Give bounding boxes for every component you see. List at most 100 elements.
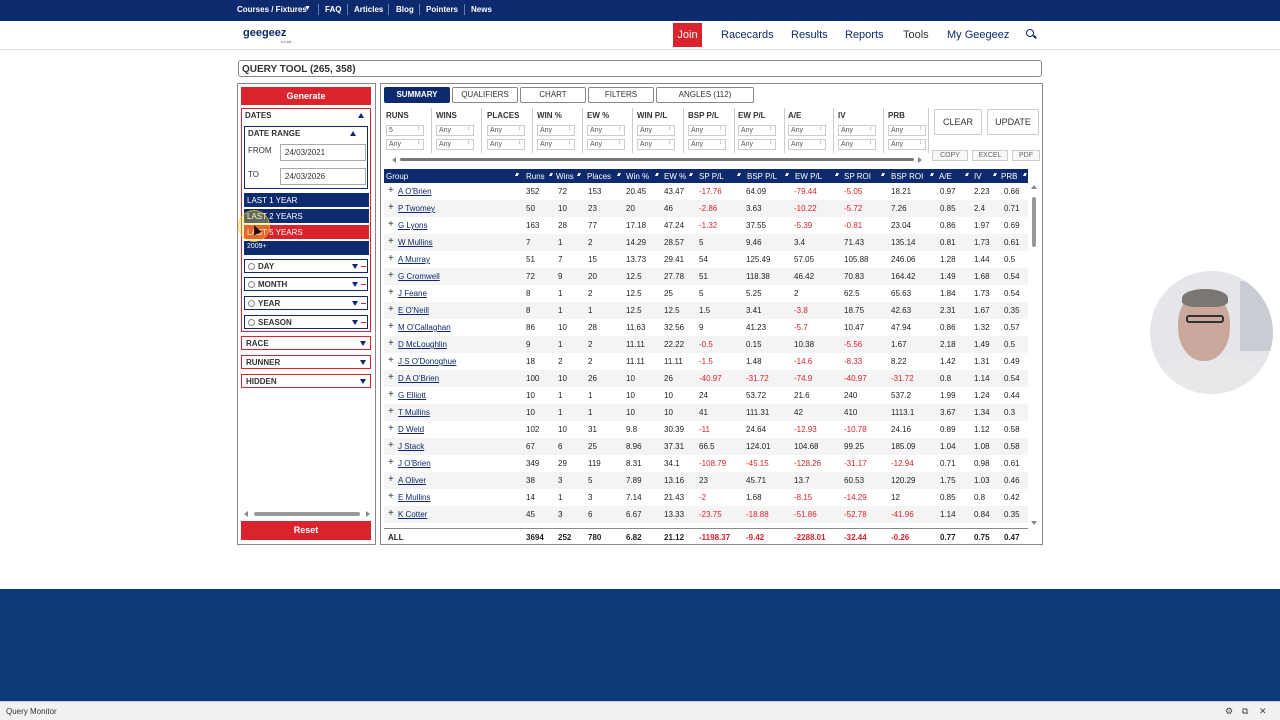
trainer-link[interactable]: G Lyons [398, 221, 428, 230]
generate-button[interactable]: Generate [241, 87, 371, 105]
topnav-pointers[interactable]: Pointers [426, 5, 459, 14]
last-1-year-button[interactable]: LAST 1 YEAR [244, 193, 369, 207]
expand-row-icon[interactable]: + [388, 287, 394, 298]
column-header-prb[interactable]: PRB [1001, 172, 1018, 181]
filter-places-min[interactable]: Any [487, 125, 525, 136]
column-header-win[interactable]: Win % [626, 172, 650, 181]
topnav-articles[interactable]: Articles [354, 5, 384, 14]
table-row[interactable]: + J O'Brien 349 29 119 8.31 34.1 -108.79 -45.15 -… [384, 455, 1028, 472]
table-row[interactable]: + D Weld 102 10 31 9.8 30.39 -11 24.64 -12.93 -10.… [384, 421, 1028, 438]
sort-icon[interactable]: ▲▼ [784, 172, 790, 178]
expand-row-icon[interactable]: + [388, 491, 394, 502]
tab-summary[interactable]: SUMMARY [384, 87, 450, 103]
popout-icon[interactable]: ⧉ [1242, 706, 1249, 716]
filter-win-p-l-max[interactable]: Any [637, 139, 675, 150]
filter-ew-max[interactable]: Any [587, 139, 625, 150]
excel-button[interactable]: EXCEL [972, 150, 1008, 161]
table-row[interactable]: + D A O'Brien 100 10 26 10 26 -40.97 -31.72 -74.9… [384, 370, 1028, 387]
sort-icon[interactable]: ▲▼ [616, 172, 622, 178]
table-row[interactable]: + K Cotter 45 3 6 6.67 13.33 -23.75 -18.88 -51.86… [384, 506, 1028, 523]
from-date-input[interactable]: 24/03/2021 [280, 144, 366, 161]
to-date-input[interactable]: 24/03/2026 [280, 168, 366, 185]
table-row[interactable]: + J S O'Donoghue 18 2 2 11.11 11.11 -1.5 1.48 -14… [384, 353, 1028, 370]
sort-icon[interactable]: ▲▼ [654, 172, 660, 178]
filter-wins-max[interactable]: Any [436, 139, 474, 150]
column-header-places[interactable]: Places [587, 172, 612, 181]
scroll-up-icon[interactable] [1031, 185, 1037, 189]
trainer-link[interactable]: K Cotter [398, 510, 428, 519]
chevron-down-icon[interactable] [352, 320, 358, 325]
filter-win-max[interactable]: Any [537, 139, 575, 150]
trainer-link[interactable]: G Cromwell [398, 272, 440, 281]
copy-button[interactable]: COPY [932, 150, 968, 161]
trainer-link[interactable]: A Oliver [398, 476, 427, 485]
filter-ew-p-l-min[interactable]: Any [738, 125, 776, 136]
table-row[interactable]: + W Mullins 7 1 2 14.29 28.57 5 9.46 3.4 71.43 135.… [384, 234, 1028, 251]
scroll-thumb[interactable] [254, 512, 360, 516]
filter-runs-max[interactable]: Any [386, 139, 424, 150]
trainer-link[interactable]: A Murray [398, 255, 431, 264]
column-header-wins[interactable]: Wins [556, 172, 574, 181]
topnav-faq[interactable]: FAQ [325, 5, 342, 14]
column-header-bsp-p-l[interactable]: BSP P/L [747, 172, 778, 181]
month-dropdown[interactable]: MONTH [244, 277, 368, 291]
dates-label[interactable]: DATES [245, 111, 272, 120]
table-row[interactable]: + G Elliott 10 1 1 10 10 24 53.72 21.6 240 537.2 1.9… [384, 387, 1028, 404]
sort-icon[interactable]: ▲▼ [548, 172, 554, 178]
reset-button[interactable]: Reset [241, 521, 371, 540]
topnav-news[interactable]: News [471, 5, 492, 14]
column-header-iv[interactable]: IV [974, 172, 982, 181]
trainer-link[interactable]: E Mullins [398, 493, 431, 502]
scroll-thumb[interactable] [400, 158, 914, 161]
trainer-link[interactable]: G Elliott [398, 391, 427, 400]
table-row[interactable]: + G Lyons 163 28 77 17.18 47.24 -1.32 37.55 -5.39… [384, 217, 1028, 234]
trainer-link[interactable]: D Weld [398, 425, 425, 434]
table-row[interactable]: + E O'Neill 8 1 1 12.5 12.5 1.5 3.41 -3.8 18.75 42.… [384, 302, 1028, 319]
scroll-right-icon[interactable] [918, 157, 922, 163]
filter-bsp-p-l-max[interactable]: Any [688, 139, 726, 150]
scroll-right-icon[interactable] [366, 511, 370, 517]
remove-icon[interactable] [361, 322, 366, 323]
expand-row-icon[interactable]: + [388, 321, 394, 332]
nav-tools[interactable]: Tools [903, 29, 929, 41]
trainer-link[interactable]: A O'Brien [398, 187, 432, 196]
table-row[interactable]: + M O'Callaghan 86 10 28 11.63 32.56 9 41.23 -5.7… [384, 319, 1028, 336]
search-icon[interactable] [1026, 29, 1034, 37]
expand-row-icon[interactable]: + [388, 406, 394, 417]
close-icon[interactable]: ✕ [1259, 706, 1267, 716]
table-row[interactable]: + A Oliver 38 3 5 7.89 13.16 23 45.71 13.7 60.53 12… [384, 472, 1028, 489]
expand-row-icon[interactable]: + [388, 185, 394, 196]
filter-win-p-l-min[interactable]: Any [637, 125, 675, 136]
trainer-link[interactable]: J O'Brien [398, 459, 431, 468]
filter-wins-min[interactable]: Any [436, 125, 474, 136]
remove-icon[interactable] [361, 303, 366, 304]
geegeez-logo[interactable]: geegeez co.uk [243, 27, 291, 44]
hidden-section[interactable]: HIDDEN [241, 374, 371, 388]
sort-icon[interactable]: ▲▼ [992, 172, 998, 178]
nav-racecards[interactable]: Racecards [721, 29, 774, 41]
year-radio[interactable] [248, 300, 255, 307]
filter-places-max[interactable]: Any [487, 139, 525, 150]
topnav-blog[interactable]: Blog [396, 5, 414, 14]
race-section[interactable]: RACE [241, 336, 371, 350]
expand-row-icon[interactable]: + [388, 219, 394, 230]
remove-icon[interactable] [361, 266, 366, 267]
day-dropdown[interactable]: DAY [244, 259, 368, 273]
filter-ew-p-l-max[interactable]: Any [738, 139, 776, 150]
column-header-group[interactable]: Group [386, 172, 409, 181]
filters-horizontal-scrollbar[interactable] [392, 157, 922, 163]
trainer-link[interactable]: J S O'Donoghue [398, 357, 457, 366]
expand-row-icon[interactable]: + [388, 423, 394, 434]
nav-my-geegeez[interactable]: My Geegeez [947, 29, 1010, 41]
topnav-courses-fixtures[interactable]: Courses / Fixtures [237, 5, 307, 14]
filter-a-e-min[interactable]: Any [788, 125, 826, 136]
column-header-sp-roi[interactable]: SP ROI [844, 172, 871, 181]
tab-filters[interactable]: FILTERS [588, 87, 654, 103]
column-header-ew-p-l[interactable]: EW P/L [795, 172, 823, 181]
column-header-a-e[interactable]: A/E [939, 172, 952, 181]
expand-row-icon[interactable]: + [388, 355, 394, 366]
sort-icon[interactable]: ▲▼ [514, 172, 520, 178]
left-horizontal-scrollbar[interactable] [244, 510, 370, 517]
season-dropdown[interactable]: SEASON [244, 315, 368, 329]
table-row[interactable]: + E Mullins 14 1 3 7.14 21.43 -2 1.68 -8.15 -14.29… [384, 489, 1028, 506]
